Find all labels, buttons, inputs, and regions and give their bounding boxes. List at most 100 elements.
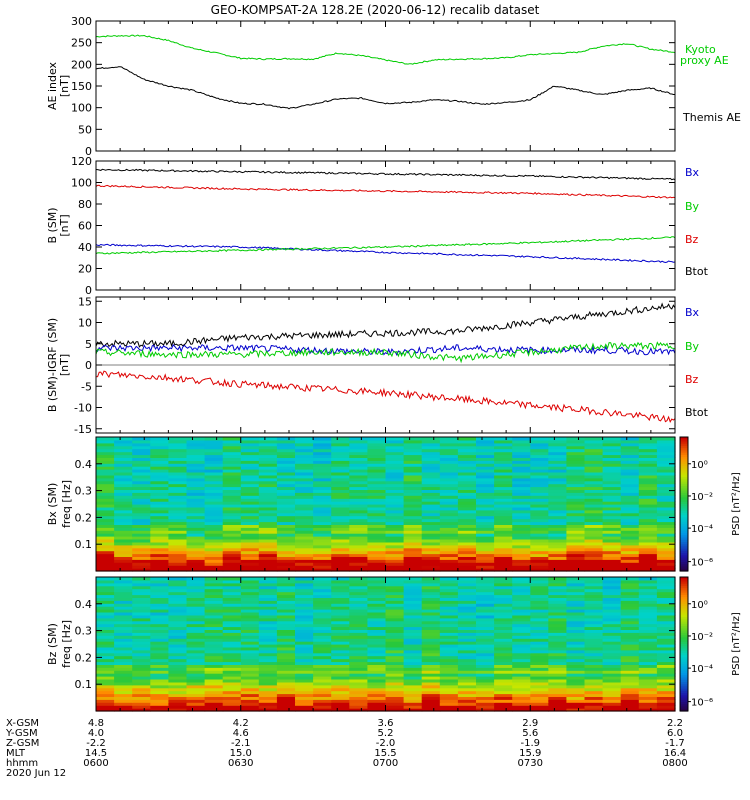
heatmap-cell: [96, 463, 115, 467]
heatmap-cell: [96, 541, 115, 546]
panel-2-frame: [95, 160, 676, 291]
heatmap-cell: [150, 705, 169, 709]
heatmap-cell: [222, 469, 242, 473]
heatmap-cell: [186, 518, 206, 523]
heatmap-cell: [457, 652, 477, 657]
heatmap-cell: [367, 515, 387, 520]
heatmap-cell: [313, 495, 332, 499]
heatmap-cell: [530, 655, 549, 660]
heatmap-cell: [186, 466, 206, 470]
heatmap-cell: [331, 460, 350, 464]
colorbar-segment: [680, 526, 688, 530]
heatmap-cell: [186, 649, 206, 654]
heatmap-cell: [638, 585, 658, 590]
heatmap-cell: [186, 579, 206, 584]
heatmap-cell: [132, 565, 151, 569]
heatmap-cell: [114, 495, 133, 499]
heatmap-cell: [548, 501, 567, 505]
heatmap-cell: [620, 687, 640, 692]
heatmap-cell: [222, 518, 242, 523]
heatmap-cell: [530, 708, 549, 712]
heatmap-cell: [494, 437, 513, 441]
heatmap-cell: [566, 512, 586, 517]
heatmap-cell: [168, 693, 188, 697]
heatmap-cell: [295, 486, 314, 490]
heatmap-cell: [186, 676, 206, 680]
heatmap-cell: [96, 524, 115, 528]
heatmap-cell: [439, 442, 459, 447]
heatmap-cell: [132, 603, 151, 607]
heatmap-cell: [584, 670, 604, 674]
heatmap-cell: [403, 577, 423, 581]
heatmap-cell: [421, 629, 441, 633]
heatmap-cell: [530, 480, 549, 485]
heatmap-cell: [530, 547, 549, 552]
heatmap-cell: [367, 664, 387, 668]
table-cell: 15.5: [374, 748, 396, 759]
table-cell: 5.6: [522, 728, 538, 739]
heatmap-cell: [602, 515, 622, 520]
colorbar-segment: [680, 568, 688, 572]
heatmap-cell: [367, 486, 387, 490]
heatmap-cell: [204, 620, 224, 625]
heatmap-cell: [638, 702, 658, 706]
heatmap-cell: [132, 632, 151, 636]
heatmap-cell: [476, 661, 495, 665]
heatmap-cell: [168, 620, 188, 625]
heatmap-cell: [385, 553, 405, 557]
heatmap-cell: [512, 679, 531, 683]
heatmap-cell: [222, 466, 242, 470]
heatmap-cell: [150, 469, 169, 473]
heatmap-cell: [222, 617, 242, 622]
heatmap-cell: [566, 609, 586, 613]
heatmap-cell: [584, 600, 604, 604]
heatmap-cell: [548, 483, 567, 488]
heatmap-cell: [548, 533, 567, 537]
heatmap-cell: [114, 556, 133, 560]
heatmap-cell: [186, 705, 206, 709]
heatmap-cell: [494, 445, 513, 450]
colorbar-segment: [680, 483, 688, 487]
heatmap-cell: [367, 687, 387, 692]
heatmap-cell: [114, 559, 133, 563]
heatmap-cell: [530, 536, 549, 540]
heatmap-cell: [168, 515, 188, 520]
heatmap-cell: [602, 495, 622, 499]
heatmap-cell: [295, 664, 314, 668]
heatmap-cell: [349, 673, 368, 677]
heatmap-cell: [403, 474, 423, 479]
heatmap-cell: [385, 614, 405, 619]
heatmap-cell: [186, 670, 206, 674]
heatmap-cell: [132, 644, 151, 648]
heatmap-cell: [367, 477, 387, 482]
heatmap-cell: [512, 617, 531, 622]
heatmap-cell: [204, 606, 224, 610]
heatmap-cell: [114, 635, 133, 639]
heatmap-cell: [476, 536, 495, 540]
heatmap-cell: [313, 492, 332, 496]
heatmap-cell: [295, 541, 314, 546]
heatmap-cell: [367, 617, 387, 622]
legend-by: By: [685, 200, 700, 213]
heatmap-cell: [584, 562, 604, 566]
heatmap-cell: [656, 690, 676, 695]
heatmap-cell: [168, 504, 188, 508]
heatmap-cell: [331, 577, 350, 581]
heatmap-cell: [620, 460, 640, 464]
heatmap-cell: [638, 684, 658, 689]
heatmap-cell: [204, 600, 224, 604]
colorbar-segment: [680, 448, 688, 451]
heatmap-cell: [548, 644, 567, 648]
heatmap-cell: [584, 617, 604, 622]
heatmap-cell: [656, 664, 676, 668]
heatmap-cell: [584, 527, 604, 531]
heatmap-cell: [457, 606, 477, 610]
heatmap-cell: [656, 457, 676, 461]
heatmap-cell: [96, 690, 115, 695]
heatmap-cell: [457, 684, 477, 689]
heatmap-cell: [367, 489, 387, 493]
heatmap-cell: [638, 600, 658, 604]
heatmap-cell: [439, 638, 459, 642]
heatmap-cell: [602, 603, 622, 607]
